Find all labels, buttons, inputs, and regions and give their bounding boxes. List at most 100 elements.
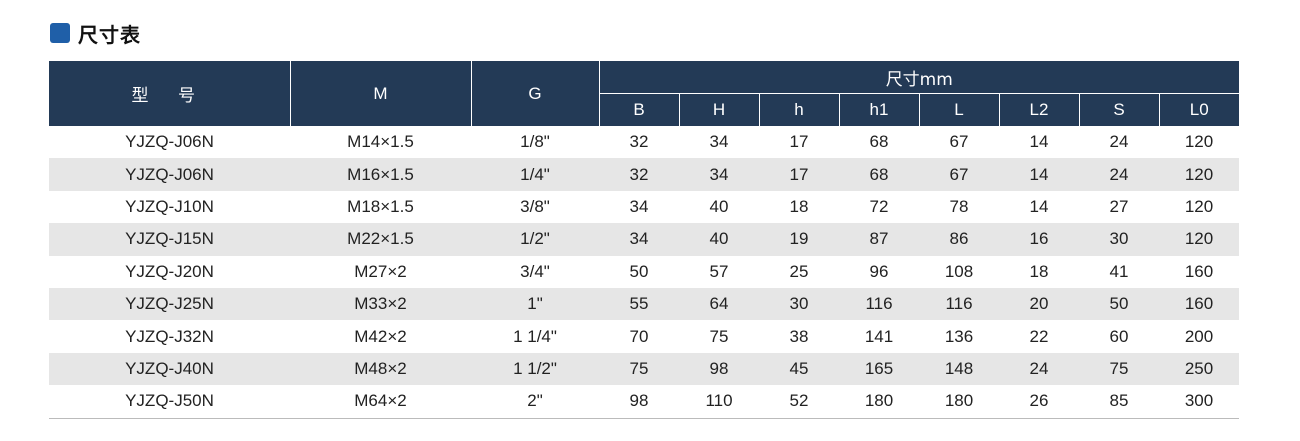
table-cell: 300 [1159,385,1239,419]
table-cell: 3/4" [520,261,550,281]
table-cell: 52 [759,385,839,419]
table-cell: 30 [1079,223,1159,256]
table-cell: M18×1.5 [347,196,414,216]
table-cell: YJZQ-J20N [125,261,214,281]
table-cell: M64×2 [290,385,471,419]
table-cell: 55 [599,287,679,321]
header-m: M [289,61,471,126]
table-cell: 120 [1184,132,1214,152]
table-cell: 85 [1079,385,1159,419]
table-cell: 17 [789,132,809,152]
table-cell: YJZQ-J15N [49,223,290,256]
table-row: YJZQ-J40N M48×2 1 1/2" 75 98 45 165 148 24 75 250 [49,352,1239,386]
table-body: YJZQ-J06N M14×1.5 1/8" 32 34 17 68 67 14 24 120 YJZ… [49,126,1239,419]
header-dim-h: H [678,93,759,126]
table-cell: 14 [999,158,1079,191]
table-cell: 18 [1029,261,1049,281]
table-row: YJZQ-J15N M22×1.5 1/2" 34 40 19 87 86 16 30 120 [49,223,1239,256]
table-cell: 180 [919,385,999,419]
table-cell: 87 [839,223,919,256]
table-cell: 45 [759,352,839,386]
header-dim-s: S [1078,93,1159,126]
header-dimensions: 尺寸mm [598,61,1239,94]
table-cell: YJZQ-J32N [125,326,214,346]
table-cell: 70 [629,326,649,346]
table-cell: 34 [599,223,679,256]
table-cell: 86 [919,223,999,256]
blue-square-icon [50,23,70,43]
table-cell: 24 [1109,132,1129,152]
table-row: YJZQ-J50N M64×2 2" 98 110 52 180 180 26 85 300 [49,385,1239,419]
table-cell: 17 [759,158,839,191]
table-cell: M16×1.5 [290,158,471,191]
table-cell: 1/4" [471,158,599,191]
table-cell: 64 [679,287,759,321]
table-cell: 116 [919,287,999,321]
table-cell: YJZQ-J40N [49,352,290,386]
table-cell: 1/8" [520,132,550,152]
header-dim-h: h [758,93,839,126]
table-cell: YJZQ-J50N [49,385,290,419]
table-cell: 148 [919,352,999,386]
table-row: YJZQ-J20N M27×2 3/4" 50 57 25 96 108 18 41 160 [49,256,1239,288]
table-cell: 41 [1109,261,1129,281]
table-row: YJZQ-J25N M33×2 1" 55 64 30 116 116 20 50 160 [49,287,1239,321]
table-cell: 180 [839,385,919,419]
table-cell: 22 [1029,326,1049,346]
header-dim-l2: L2 [998,93,1079,126]
table-cell: 16 [999,223,1079,256]
table-cell: 2" [471,385,599,419]
table-row: YJZQ-J06N M14×1.5 1/8" 32 34 17 68 67 14 24 120 [49,126,1239,158]
table-cell: 14 [1029,196,1049,216]
table-cell: 1 1/2" [471,352,599,386]
table-cell: YJZQ-J06N [49,158,290,191]
table-cell: 34 [679,158,759,191]
table-cell: 40 [679,223,759,256]
table-cell: M14×1.5 [347,132,414,152]
header-g: G [470,61,599,126]
table-cell: 32 [599,158,679,191]
table-cell: 108 [944,261,974,281]
table-cell: 60 [1109,326,1129,346]
table-cell: 20 [999,287,1079,321]
table-cell: 78 [949,196,969,216]
table-cell: M48×2 [290,352,471,386]
table-cell: 98 [679,352,759,386]
table-cell: 19 [759,223,839,256]
table-cell: 67 [949,132,969,152]
table-cell: 50 [629,261,649,281]
table-cell: 38 [789,326,809,346]
table-cell: 32 [629,132,649,152]
header-model: 型 号 [49,61,290,126]
table-cell: 120 [1159,223,1239,256]
table-cell: 68 [869,132,889,152]
table-cell: YJZQ-J06N [125,132,214,152]
table-cell: 1" [471,287,599,321]
table-cell: 75 [1079,352,1159,386]
table-cell: 14 [1029,132,1049,152]
header-dim-l0: L0 [1158,93,1239,126]
table-cell: 110 [679,385,759,419]
table-cell: 50 [1079,287,1159,321]
table-cell: 1 1/4" [513,326,557,346]
table-cell: YJZQ-J25N [49,287,290,321]
table-cell: 3/8" [520,196,550,216]
table-row: YJZQ-J10N M18×1.5 3/8" 34 40 18 72 78 14 27 120 [49,191,1239,223]
table-cell: M27×2 [354,261,407,281]
table-cell: 200 [1184,326,1214,346]
table-cell: 160 [1159,287,1239,321]
table-row: YJZQ-J32N M42×2 1 1/4" 70 75 38 141 136 22 60 200 [49,320,1239,352]
table-cell: 98 [599,385,679,419]
table-cell: 67 [919,158,999,191]
table-cell: 116 [839,287,919,321]
header-dim-l: L [918,93,999,126]
table-row: YJZQ-J06N M16×1.5 1/4" 32 34 17 68 67 14 24 120 [49,158,1239,191]
table-cell: 96 [869,261,889,281]
header-dim-b: B [598,93,679,126]
table-cell: 141 [864,326,894,346]
table-cell: 57 [709,261,729,281]
table-cell: 30 [759,287,839,321]
table-cell: 34 [629,196,649,216]
